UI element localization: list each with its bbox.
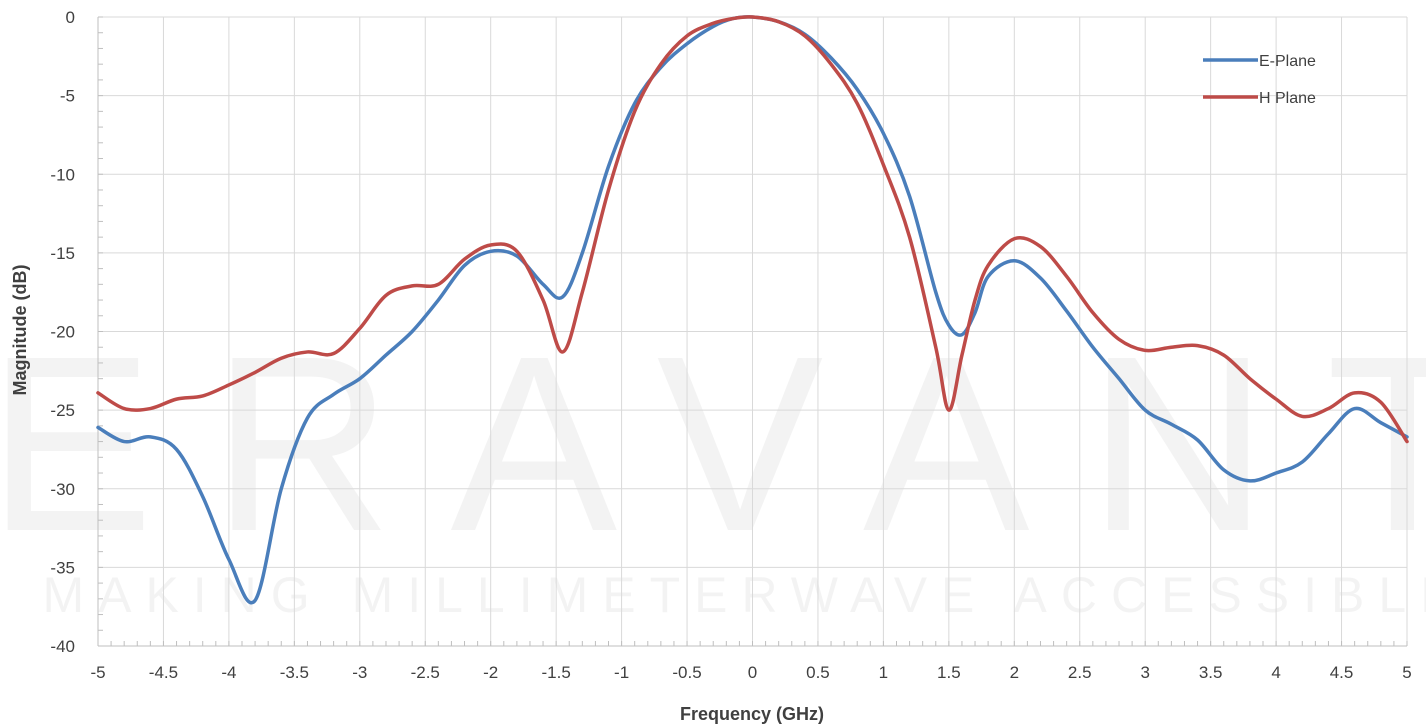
- x-tick-labels: -5 -4.5 -4 -3.5 -3 -2.5 -2 -1.5 -1 -0.5 0 0.5 1 1.5 2 2…: [90, 663, 1411, 682]
- y-tick-label: -20: [50, 323, 75, 342]
- y-tick-label: -10: [50, 165, 75, 184]
- legend-label-e-plane: E-Plane: [1259, 53, 1316, 70]
- x-tick-label: 2.5: [1068, 663, 1092, 682]
- y-tick-label: -40: [50, 637, 75, 656]
- x-tick-label: 1: [879, 663, 888, 682]
- watermark-brand: ERAVANT: [0, 304, 1426, 583]
- y-tick-label: -5: [60, 87, 75, 106]
- x-tick-label: 3.5: [1199, 663, 1223, 682]
- y-tick-label: 0: [66, 8, 75, 27]
- x-tick-label: -2: [483, 663, 498, 682]
- gridlines: [97, 16, 1408, 647]
- series-lines: [96, 15, 1409, 605]
- y-tick-label: -30: [50, 480, 75, 499]
- y-tick-label: -15: [50, 244, 75, 263]
- x-tick-label: 5: [1402, 663, 1411, 682]
- x-tick-label: -3.5: [280, 663, 309, 682]
- x-tick-label: -4.5: [149, 663, 178, 682]
- watermark: ERAVANT MAKING MILLIMETERWAVE ACCESSIBLE: [0, 304, 1426, 623]
- x-tick-label: 3: [1140, 663, 1149, 682]
- x-tick-label: 4: [1271, 663, 1280, 682]
- x-tick-label: -5: [90, 663, 105, 682]
- x-tick-label: -4: [221, 663, 236, 682]
- y-tick-labels: 0 -5 -10 -15 -20 -25 -30 -35 -40: [50, 8, 75, 656]
- y-axis-title: Magnitude (dB): [10, 265, 30, 396]
- axes: [97, 16, 1408, 647]
- x-tick-label: 0: [748, 663, 757, 682]
- legend-label-h-plane: H Plane: [1259, 90, 1316, 107]
- x-tick-label: 4.5: [1330, 663, 1354, 682]
- x-tick-label: -1.5: [542, 663, 571, 682]
- x-tick-label: -0.5: [672, 663, 701, 682]
- y-tick-label: -35: [50, 558, 75, 577]
- x-axis-title: Frequency (GHz): [680, 704, 824, 724]
- x-tick-label: 0.5: [806, 663, 830, 682]
- watermark-tagline: MAKING MILLIMETERWAVE ACCESSIBLE: [42, 567, 1426, 623]
- legend[interactable]: E-Plane H Plane: [1203, 53, 1316, 107]
- x-tick-label: 2: [1010, 663, 1019, 682]
- x-tick-label: 1.5: [937, 663, 961, 682]
- series-line-h-plane: [96, 15, 1409, 444]
- x-tick-label: -1: [614, 663, 629, 682]
- x-tick-label: -3: [352, 663, 367, 682]
- x-tick-label: -2.5: [411, 663, 440, 682]
- y-tick-label: -25: [50, 401, 75, 420]
